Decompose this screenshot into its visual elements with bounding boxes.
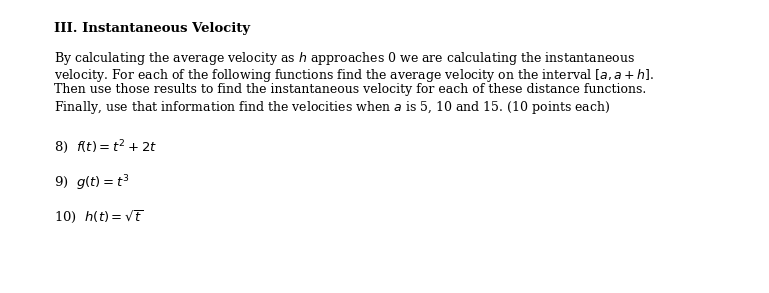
- Text: 8)  $f(t) = t^2 + 2t$: 8) $f(t) = t^2 + 2t$: [54, 138, 157, 156]
- Text: 9)  $g(t) = t^3$: 9) $g(t) = t^3$: [54, 173, 129, 193]
- Text: By calculating the average velocity as $h$ approaches 0 we are calculating the i: By calculating the average velocity as $…: [54, 50, 634, 67]
- Text: velocity. For each of the following functions find the average velocity on the i: velocity. For each of the following func…: [54, 67, 654, 84]
- Text: III. Instantaneous Velocity: III. Instantaneous Velocity: [54, 22, 250, 35]
- Text: Finally, use that information find the velocities when $a$ is 5, 10 and 15. (10 : Finally, use that information find the v…: [54, 100, 610, 117]
- Text: Then use those results to find the instantaneous velocity for each of these dist: Then use those results to find the insta…: [54, 83, 646, 96]
- Text: 10)  $h(t) = \sqrt{t}$: 10) $h(t) = \sqrt{t}$: [54, 208, 143, 225]
